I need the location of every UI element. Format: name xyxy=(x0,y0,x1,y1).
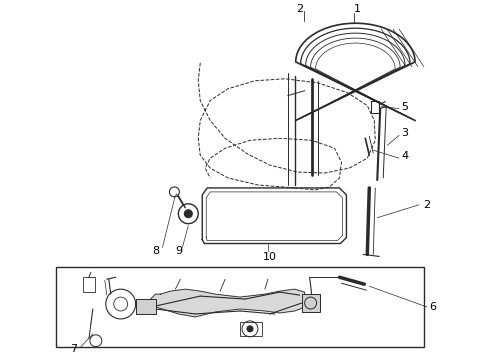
Text: 8: 8 xyxy=(152,247,159,256)
Text: 7: 7 xyxy=(71,344,77,354)
Text: 6: 6 xyxy=(429,302,437,312)
Text: 10: 10 xyxy=(263,252,277,262)
Circle shape xyxy=(184,210,192,218)
Bar xyxy=(240,322,262,336)
Bar xyxy=(302,294,319,312)
Text: 3: 3 xyxy=(402,129,409,138)
Bar xyxy=(83,277,95,292)
Text: 5: 5 xyxy=(402,102,409,112)
Bar xyxy=(56,267,424,347)
Circle shape xyxy=(247,326,253,332)
Bar xyxy=(136,299,155,314)
Text: 1: 1 xyxy=(354,4,361,14)
Text: 2: 2 xyxy=(296,4,303,14)
Text: 4: 4 xyxy=(401,151,409,161)
Text: 9: 9 xyxy=(175,247,182,256)
Bar xyxy=(371,100,379,113)
Text: 2: 2 xyxy=(423,200,431,210)
Polygon shape xyxy=(150,289,305,317)
